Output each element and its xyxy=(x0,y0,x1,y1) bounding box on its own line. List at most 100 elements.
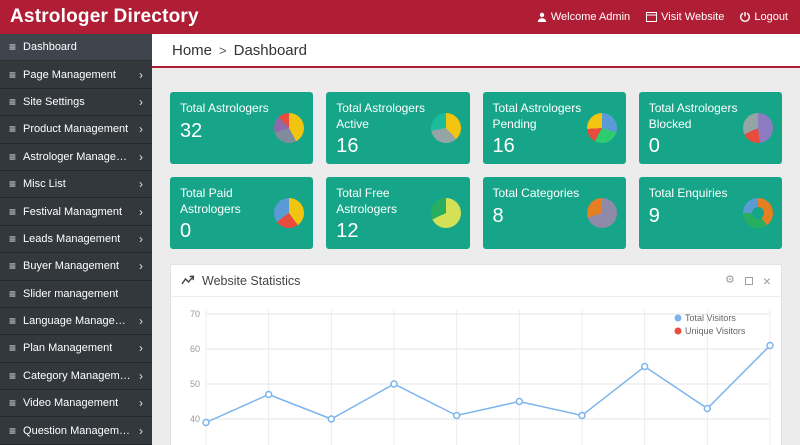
stat-card-title: Total Paid Astrologers xyxy=(180,186,241,216)
stat-card-total-astrologers[interactable]: Total Astrologers 32 xyxy=(170,92,314,164)
chevron-right-icon: › xyxy=(139,231,143,246)
close-icon[interactable]: × xyxy=(762,272,771,289)
sidebar-item-label: Page Management xyxy=(23,68,116,81)
welcome-admin-label: Welcome Admin xyxy=(550,11,631,23)
pie-chart-icon xyxy=(743,198,773,228)
sidebar-item-buyer-management[interactable]: ≡ Buyer Management › xyxy=(0,253,152,281)
sidebar-item-label: Product Management xyxy=(23,123,129,136)
menu-icon: ≡ xyxy=(9,341,17,356)
stat-cards-grid: Total Astrologers 32 Total Astrologers Act… xyxy=(170,92,782,249)
svg-text:50: 50 xyxy=(190,379,200,389)
top-header: Astrologer Directory Welcome Admin Visit… xyxy=(0,0,800,34)
chevron-right-icon: › xyxy=(139,204,143,219)
stat-card-title: Total Free Astrologers xyxy=(336,186,397,216)
panel-actions: ⚙ × xyxy=(725,274,771,288)
stat-card-total-paid-astrologers[interactable]: Total Paid Astrologers 0 xyxy=(170,177,314,249)
sidebar-item-misc-list[interactable]: ≡ Misc List › xyxy=(0,171,152,199)
stat-card-total-categories[interactable]: Total Categories 8 xyxy=(482,177,626,249)
pie-chart-icon xyxy=(743,113,773,143)
stat-card-total-enquiries[interactable]: Total Enquiries 9 xyxy=(638,177,782,249)
svg-text:70: 70 xyxy=(190,309,200,319)
sidebar-item-page-management[interactable]: ≡ Page Management › xyxy=(0,61,152,89)
menu-icon: ≡ xyxy=(9,314,17,329)
menu-icon: ≡ xyxy=(9,67,17,82)
panel-title: Website Statistics xyxy=(202,273,301,288)
sidebar-item-video-management[interactable]: ≡ Video Management › xyxy=(0,390,152,418)
svg-text:60: 60 xyxy=(190,344,200,354)
sidebar-item-label: Leads Management xyxy=(23,232,121,245)
logout-link[interactable]: Logout xyxy=(740,11,788,23)
sidebar-item-label: Plan Management xyxy=(23,342,113,355)
sidebar-item-label: Buyer Management xyxy=(23,260,120,273)
header-nav: Welcome Admin Visit Website Logout xyxy=(537,11,800,23)
visit-website-label: Visit Website xyxy=(661,11,725,23)
dashboard-content: Total Astrologers 32 Total Astrologers Act… xyxy=(152,68,800,445)
user-icon xyxy=(537,12,547,22)
sidebar-item-label: Astrologer Managem... xyxy=(23,150,132,163)
logout-icon xyxy=(740,12,751,22)
sidebar-item-label: Language Managem... xyxy=(23,315,132,328)
line-chart-icon xyxy=(181,275,195,285)
sidebar-item-festival-managment[interactable]: ≡ Festival Managment › xyxy=(0,198,152,226)
stat-card-title: Total Enquiries xyxy=(648,186,728,200)
sidebar-item-question-management[interactable]: ≡ Question Management › xyxy=(0,417,152,445)
stat-card-title: Total Astrologers Active xyxy=(336,101,425,131)
gear-icon[interactable]: ⚙ xyxy=(724,274,735,286)
app-title: Astrologer Directory xyxy=(10,6,199,27)
stat-card-total-astrologers-active[interactable]: Total Astrologers Active 16 xyxy=(326,92,470,164)
menu-icon: ≡ xyxy=(9,286,17,301)
menu-icon: ≡ xyxy=(9,396,17,411)
fullscreen-box xyxy=(744,276,753,285)
menu-icon: ≡ xyxy=(9,204,17,219)
sidebar-item-astrologer-managem[interactable]: ≡ Astrologer Managem... › xyxy=(0,144,152,171)
stat-card-value: 9 xyxy=(648,204,660,227)
stat-card-title: Total Categories xyxy=(492,186,580,200)
chevron-right-icon: › xyxy=(139,314,143,329)
svg-text:Unique Visitors: Unique Visitors xyxy=(685,326,746,336)
sidebar-item-language-managem[interactable]: ≡ Language Managem... › xyxy=(0,308,152,336)
sidebar-item-label: Dashboard xyxy=(23,41,77,54)
sidebar-item-leads-management[interactable]: ≡ Leads Management › xyxy=(0,226,152,254)
stat-card-total-astrologers-blocked[interactable]: Total Astrologers Blocked 0 xyxy=(638,92,782,164)
chevron-right-icon: › xyxy=(139,259,143,274)
fullscreen-icon[interactable] xyxy=(744,276,753,285)
stat-card-total-astrologers-pending[interactable]: Total Astrologers Pending 16 xyxy=(482,92,626,164)
sidebar: ≡ Dashboard ≡ Page Management › ≡ Site Setting… xyxy=(0,34,152,445)
main-area: Home > Dashboard Total Astrologers 32 Tota… xyxy=(152,34,800,445)
pie-chart-icon xyxy=(274,198,305,228)
sidebar-item-dashboard[interactable]: ≡ Dashboard xyxy=(0,34,152,62)
chevron-right-icon: › xyxy=(139,341,143,356)
stat-card-title: Total Astrologers Blocked xyxy=(648,101,738,131)
logout-label: Logout xyxy=(754,11,788,23)
pie-chart-icon xyxy=(586,198,617,228)
stat-card-value: 32 xyxy=(180,119,203,142)
sidebar-item-label: Category Management xyxy=(23,369,132,382)
breadcrumb-home[interactable]: Home xyxy=(172,41,213,59)
welcome-admin-link[interactable]: Welcome Admin xyxy=(537,11,630,23)
pie-chart-icon xyxy=(430,198,461,228)
sidebar-item-product-management[interactable]: ≡ Product Management › xyxy=(0,116,152,144)
chevron-right-icon: › xyxy=(139,149,143,164)
stat-card-title: Total Astrologers Pending xyxy=(492,101,582,131)
sidebar-item-site-settings[interactable]: ≡ Site Settings › xyxy=(0,89,152,117)
pie-chart-icon xyxy=(274,113,305,143)
svg-text:Total Visitors: Total Visitors xyxy=(685,313,736,323)
menu-icon: ≡ xyxy=(9,259,17,274)
visit-website-link[interactable]: Visit Website xyxy=(646,11,724,23)
sidebar-item-category-management[interactable]: ≡ Category Management › xyxy=(0,363,152,391)
sidebar-item-label: Misc List xyxy=(23,178,66,191)
menu-icon: ≡ xyxy=(9,231,17,246)
chevron-right-icon: › xyxy=(139,177,143,192)
svg-text:40: 40 xyxy=(190,414,200,424)
stat-card-value: 8 xyxy=(492,204,504,227)
stat-card-title: Total Astrologers xyxy=(180,101,269,115)
donut-hole xyxy=(752,207,764,219)
menu-icon: ≡ xyxy=(9,40,17,55)
sidebar-item-plan-management[interactable]: ≡ Plan Management › xyxy=(0,335,152,363)
stat-card-total-free-astrologers[interactable]: Total Free Astrologers 12 xyxy=(326,177,470,249)
menu-icon: ≡ xyxy=(9,423,17,438)
stat-card-value: 16 xyxy=(336,135,359,158)
sidebar-item-slider-management[interactable]: ≡ Slider management xyxy=(0,281,152,308)
chevron-right-icon: › xyxy=(139,94,143,109)
